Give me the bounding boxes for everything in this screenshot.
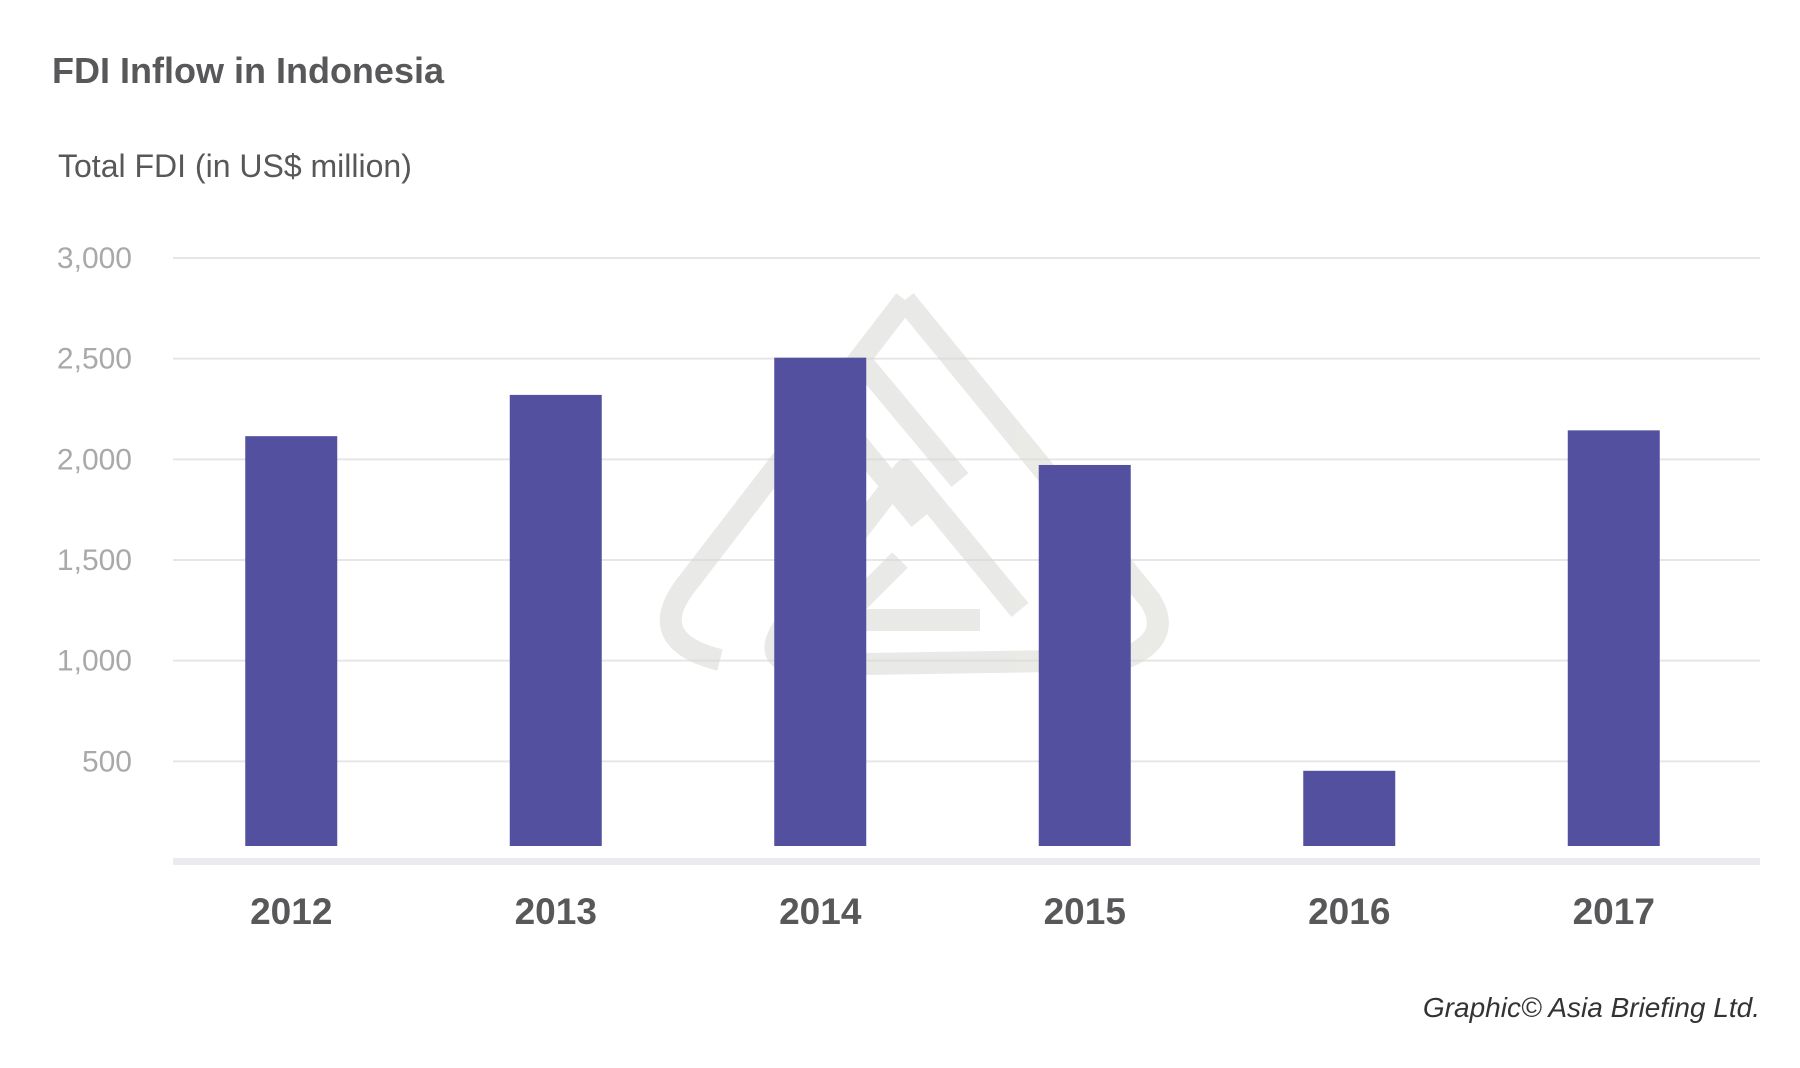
y-tick-label: 1,500 [57, 544, 132, 577]
bar-2017 [1567, 430, 1660, 846]
credit-text: Graphic© Asia Briefing Ltd. [1422, 992, 1760, 1023]
y-tick-label: 2,500 [57, 343, 132, 376]
x-axis-line [173, 858, 1760, 865]
x-tick-label: 2014 [779, 891, 862, 932]
x-tick-label: 2013 [515, 891, 597, 932]
y-tick-labels: 500 1,000 1,500 2,000 2,500 3,000 [57, 242, 132, 778]
x-tick-label: 2012 [250, 891, 332, 932]
y-tick-label: 500 [82, 745, 132, 778]
y-tick-label: 3,000 [57, 242, 132, 275]
bar-2014 [774, 357, 867, 846]
x-tick-labels: 2012 2013 2014 2015 2016 2017 [250, 891, 1655, 932]
bar-2015 [1038, 464, 1131, 846]
bar-2013 [509, 394, 602, 846]
y-tick-label: 1,000 [57, 645, 132, 678]
chart-title: FDI Inflow in Indonesia [52, 50, 444, 91]
bar-2012 [245, 436, 338, 846]
y-axis-label: Total FDI (in US$ million) [58, 148, 412, 184]
bars [245, 357, 1660, 846]
x-tick-label: 2015 [1044, 891, 1126, 932]
x-tick-label: 2017 [1573, 891, 1655, 932]
gridlines [173, 257, 1760, 763]
x-tick-label: 2016 [1308, 891, 1390, 932]
y-tick-label: 2,000 [57, 443, 132, 476]
bar-2016 [1303, 770, 1396, 846]
